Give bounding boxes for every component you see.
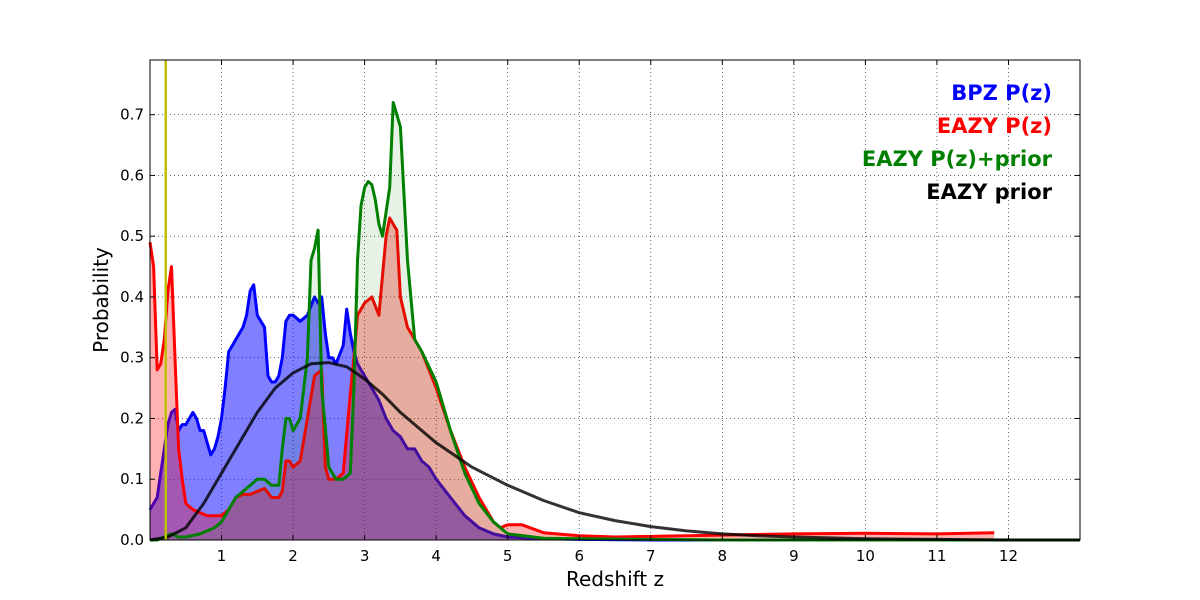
y-tick-label: 0.7 xyxy=(120,106,144,124)
x-tick-label: 4 xyxy=(431,547,441,565)
x-tick-label: 3 xyxy=(360,547,370,565)
y-tick-label: 0.3 xyxy=(120,349,144,367)
legend-entry-bpz-p-z: BPZ P(z) xyxy=(951,81,1052,105)
series-line-eazy-prior xyxy=(149,361,1080,542)
y-tick-label: 0.1 xyxy=(120,470,144,488)
x-tick-label: 9 xyxy=(789,547,799,565)
plot-frame xyxy=(149,59,1081,541)
series-layer xyxy=(148,101,1080,542)
x-tick-label: 8 xyxy=(718,547,728,565)
y-tick-label: 0.0 xyxy=(120,531,144,549)
legend-entry-eazy-p-z-prior: EAZY P(z)+prior xyxy=(862,147,1053,171)
legend-entry-eazy-prior: EAZY prior xyxy=(926,180,1052,204)
x-axis-label: Redshift z xyxy=(566,567,664,591)
legend: BPZ P(z) EAZY P(z) EAZY P(z)+prior EAZY pri… xyxy=(862,81,1053,204)
x-tick-label: 2 xyxy=(288,547,298,565)
series-fill-eazy-p-z-prior xyxy=(150,102,1080,540)
y-tick-label: 0.2 xyxy=(120,409,144,427)
x-tick-label: 1 xyxy=(217,547,227,565)
x-tick-label: 10 xyxy=(856,547,875,565)
y-tick-label: 0.6 xyxy=(120,166,144,184)
y-tick-label: 0.5 xyxy=(120,227,144,245)
y-axis-label: Probability xyxy=(89,247,113,353)
x-tick-label: 5 xyxy=(503,547,513,565)
x-tick-label: 12 xyxy=(999,547,1018,565)
legend-entry-eazy-p-z: EAZY P(z) xyxy=(937,114,1052,138)
series-fill-bpz-p-z xyxy=(150,284,1080,540)
x-tick-label: 6 xyxy=(574,547,584,565)
ticks: 1 2 3 4 5 6 7 8 9 10 11 120.00.10.20.30.40.50.60.7 xyxy=(120,60,1080,565)
x-tick-label: 11 xyxy=(927,547,946,565)
x-tick-label: 7 xyxy=(646,547,656,565)
series-fill-eazy-p-z xyxy=(150,218,995,540)
series-line-bpz-p-z xyxy=(148,283,1080,542)
series-line-eazy-p-z-prior xyxy=(150,101,1080,542)
y-tick-label: 0.4 xyxy=(120,288,144,306)
